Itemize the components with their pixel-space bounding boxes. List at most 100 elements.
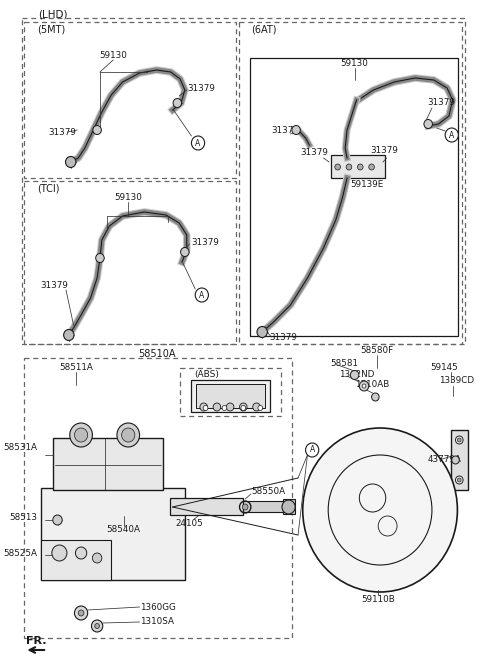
Text: 31379: 31379 — [188, 84, 216, 92]
Bar — [331, 155, 385, 178]
Text: 59139E: 59139E — [350, 179, 383, 189]
Text: A: A — [449, 131, 455, 139]
Circle shape — [358, 164, 363, 170]
Circle shape — [452, 456, 459, 464]
Circle shape — [369, 164, 374, 170]
Text: 31379: 31379 — [371, 145, 398, 155]
Circle shape — [75, 547, 87, 559]
Circle shape — [213, 403, 221, 411]
Circle shape — [306, 443, 319, 457]
Circle shape — [78, 610, 84, 616]
Bar — [250, 58, 458, 336]
Text: 31379: 31379 — [300, 147, 328, 157]
Circle shape — [240, 403, 247, 411]
Circle shape — [456, 436, 463, 444]
Text: 1360GG: 1360GG — [140, 602, 175, 612]
Text: 31379: 31379 — [192, 238, 219, 246]
Circle shape — [346, 164, 352, 170]
Circle shape — [241, 406, 246, 410]
Circle shape — [70, 423, 93, 447]
Bar — [239, 22, 462, 344]
Text: 58513: 58513 — [10, 513, 38, 523]
Circle shape — [258, 406, 263, 410]
Circle shape — [362, 384, 366, 388]
Circle shape — [95, 623, 99, 629]
Text: 31379: 31379 — [270, 333, 298, 341]
Text: 58525A: 58525A — [4, 550, 38, 558]
Circle shape — [203, 406, 208, 410]
Circle shape — [242, 504, 248, 510]
Text: FR.: FR. — [26, 636, 47, 646]
Bar — [283, 499, 295, 514]
Circle shape — [257, 327, 267, 337]
Circle shape — [335, 164, 340, 170]
Bar — [243, 501, 286, 512]
Bar — [451, 430, 468, 490]
Text: 31379: 31379 — [427, 98, 455, 106]
Text: A: A — [310, 446, 315, 454]
Circle shape — [350, 371, 359, 380]
Circle shape — [93, 125, 101, 135]
Text: 58531A: 58531A — [4, 444, 38, 452]
Circle shape — [360, 381, 369, 391]
Bar — [24, 22, 236, 178]
Text: (6AT): (6AT) — [251, 24, 276, 34]
Bar — [192, 380, 270, 412]
Bar — [180, 368, 281, 416]
Circle shape — [457, 438, 461, 442]
Circle shape — [180, 248, 189, 256]
Circle shape — [372, 393, 379, 401]
Circle shape — [64, 329, 74, 341]
Text: 58550A: 58550A — [251, 487, 285, 497]
Text: 43779A: 43779A — [427, 456, 461, 465]
Circle shape — [195, 288, 208, 302]
Text: 24105: 24105 — [176, 519, 204, 527]
Circle shape — [74, 606, 88, 620]
Text: 59145: 59145 — [430, 363, 458, 371]
Circle shape — [445, 128, 458, 142]
Circle shape — [303, 428, 457, 592]
Circle shape — [292, 125, 300, 135]
Bar — [24, 358, 292, 638]
Circle shape — [227, 403, 234, 411]
Circle shape — [282, 500, 295, 514]
Bar — [24, 181, 236, 344]
Circle shape — [53, 515, 62, 525]
Circle shape — [74, 428, 88, 442]
Circle shape — [424, 120, 432, 129]
Text: (LHD): (LHD) — [38, 9, 67, 19]
Text: 1310SA: 1310SA — [140, 618, 174, 627]
Bar — [41, 540, 111, 580]
Bar — [53, 438, 163, 490]
Circle shape — [117, 423, 140, 447]
Text: 59130: 59130 — [114, 193, 142, 201]
Circle shape — [200, 403, 207, 411]
Bar — [41, 488, 185, 580]
Circle shape — [192, 136, 204, 150]
Text: 58581: 58581 — [330, 359, 358, 367]
Text: 59130: 59130 — [341, 58, 369, 68]
Text: 58511A: 58511A — [60, 363, 93, 371]
Text: 31379: 31379 — [48, 127, 76, 137]
Bar — [170, 498, 243, 515]
Text: 58540A: 58540A — [107, 525, 141, 535]
Text: 1710AB: 1710AB — [355, 380, 389, 388]
Text: 31379: 31379 — [272, 125, 300, 135]
Circle shape — [66, 157, 76, 167]
Circle shape — [457, 478, 461, 482]
Text: (ABS): (ABS) — [194, 369, 219, 378]
Text: 58580F: 58580F — [360, 345, 394, 355]
Circle shape — [253, 403, 260, 411]
Text: (TCI): (TCI) — [37, 183, 59, 193]
Circle shape — [96, 254, 104, 262]
Text: 59130: 59130 — [99, 50, 127, 60]
Text: (5MT): (5MT) — [37, 24, 65, 34]
Circle shape — [222, 406, 227, 410]
Bar — [22, 18, 465, 344]
Text: 1339CD: 1339CD — [440, 376, 475, 384]
Text: A: A — [195, 139, 201, 147]
Circle shape — [456, 476, 463, 484]
Text: 31379: 31379 — [40, 280, 69, 290]
Circle shape — [92, 620, 103, 632]
Circle shape — [121, 428, 135, 442]
